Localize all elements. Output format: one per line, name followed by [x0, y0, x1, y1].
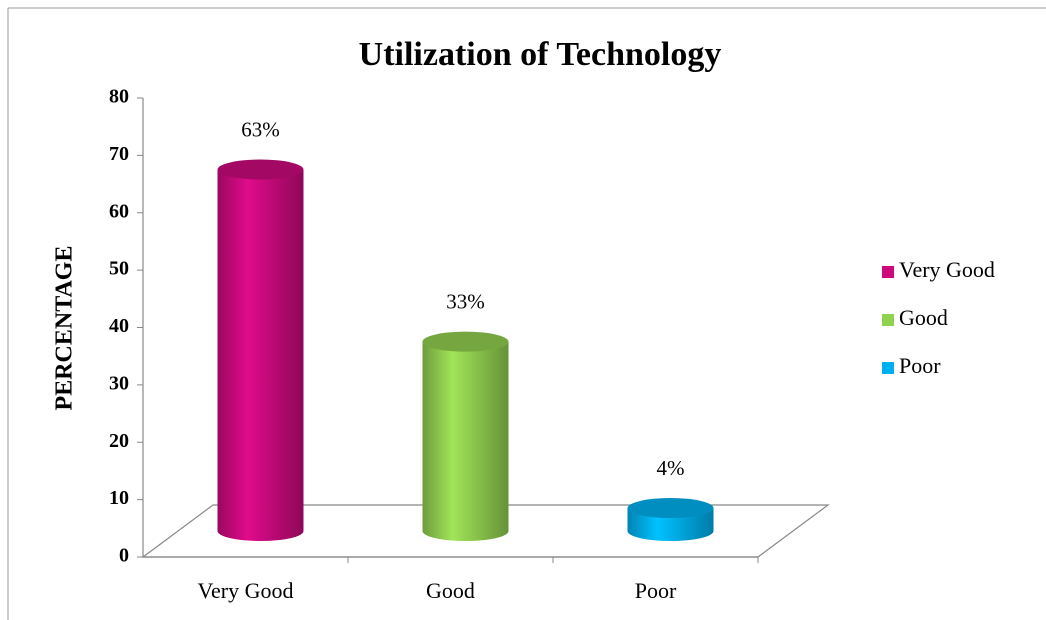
x-tick-label: Good: [426, 578, 475, 603]
y-tick-label: 60: [109, 200, 129, 222]
y-tick-label: 20: [109, 430, 129, 452]
value-label: 63%: [241, 117, 280, 141]
legend-label: Poor: [899, 353, 941, 378]
value-label: 4%: [657, 456, 685, 480]
y-tick-label: 40: [109, 315, 129, 337]
y-tick-label: 30: [109, 372, 129, 394]
legend-swatch: [882, 314, 894, 326]
bar-body: [422, 341, 509, 531]
chart-title: Utilization of Technology: [359, 36, 722, 73]
bar-top: [217, 159, 304, 180]
value-label: 33%: [446, 289, 485, 313]
legend-swatch: [882, 266, 894, 278]
x-tick-label: Very Good: [198, 578, 294, 603]
y-tick-label: 50: [109, 258, 129, 280]
legend-label: Good: [899, 305, 948, 330]
legend-label: Very Good: [899, 257, 995, 282]
y-axis-label: PERCENTAGE: [52, 246, 78, 411]
bar: [422, 331, 509, 541]
bar-top: [627, 498, 714, 519]
x-tick-label: Poor: [635, 578, 677, 603]
y-tick-label: 70: [109, 143, 129, 165]
y-tick-label: 10: [109, 487, 129, 509]
y-tick-label: 0: [119, 545, 129, 567]
bar: [627, 498, 714, 541]
legend-swatch: [882, 362, 894, 374]
y-tick-label: 80: [109, 86, 129, 108]
bar-top: [422, 331, 509, 352]
bar-body: [217, 169, 304, 531]
bar: [217, 159, 304, 541]
